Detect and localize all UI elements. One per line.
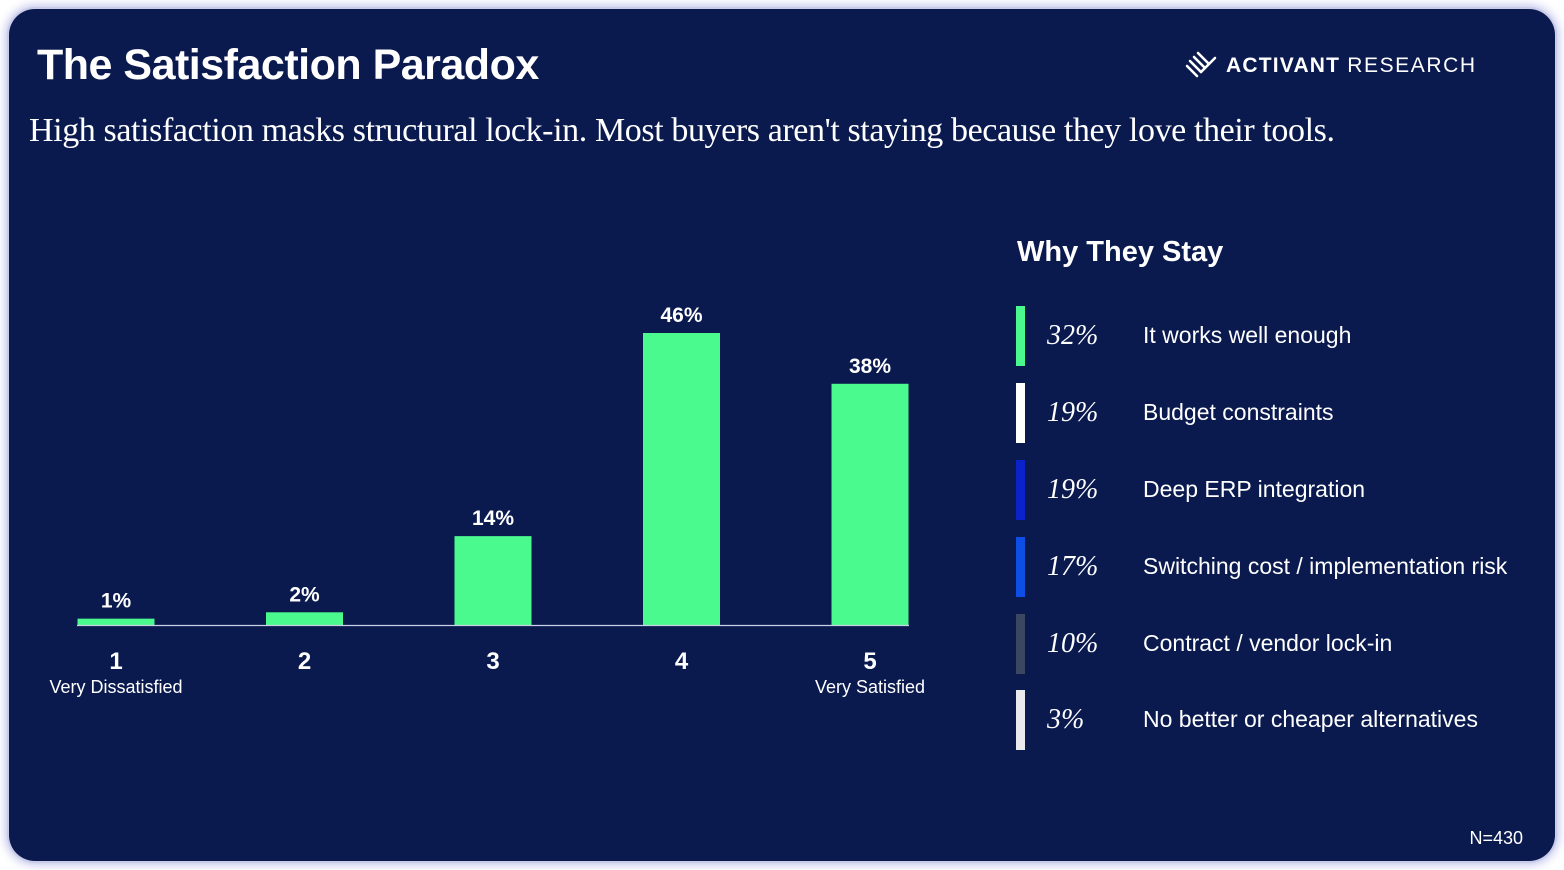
reason-item: 32% It works well enough [1016, 306, 1546, 366]
x-tick-sublabel: Very Dissatisfied [49, 677, 182, 697]
bar-value-label: 38% [849, 355, 891, 378]
bar-value-label: 14% [472, 507, 514, 530]
reason-color-bar [1016, 306, 1025, 366]
x-tick-label: 2 [298, 648, 311, 675]
chart-bar [643, 333, 720, 625]
reason-item: 19% Budget constraints [1016, 383, 1546, 443]
chart-bar [454, 536, 532, 625]
why-they-stay-title: Why They Stay [1017, 236, 1224, 268]
reason-percent: 32% [1047, 320, 1099, 351]
reason-percent: 17% [1047, 551, 1099, 582]
page-subtitle: High satisfaction masks structural lock-… [29, 112, 1335, 149]
reason-label: No better or cheaper alternatives [1143, 706, 1478, 732]
reason-color-bar [1016, 460, 1025, 520]
reason-percent: 3% [1047, 704, 1085, 735]
x-tick-label: 5 [863, 648, 876, 675]
x-tick-label: 4 [675, 648, 689, 675]
reason-label: It works well enough [1143, 322, 1352, 348]
reason-label: Contract / vendor lock-in [1143, 630, 1393, 656]
reason-color-bar [1016, 383, 1025, 443]
reason-item: 10% Contract / vendor lock-in [1016, 614, 1546, 674]
slide-card: The Satisfaction Paradox ACTIVANT RESEAR… [9, 9, 1555, 861]
x-tick-label: 1 [109, 648, 122, 675]
reason-item: 3% No better or cheaper alternatives [1016, 690, 1546, 750]
reason-item: 17% Switching cost / implementation risk [1016, 537, 1546, 597]
reason-color-bar [1016, 690, 1025, 750]
reason-label: Switching cost / implementation risk [1143, 553, 1508, 579]
brand-name: ACTIVANT [1226, 54, 1341, 77]
x-tick-sublabel: Very Satisfied [815, 677, 925, 697]
reason-percent: 19% [1047, 474, 1099, 505]
reason-label: Budget constraints [1143, 399, 1334, 425]
x-tick-label: 3 [486, 648, 499, 675]
chart-bar [266, 612, 343, 625]
reason-percent: 10% [1047, 628, 1099, 659]
bar-value-label: 2% [289, 583, 320, 606]
activant-stripes-logo-icon [1185, 51, 1217, 78]
chart-bar [831, 383, 909, 625]
bar-value-label: 46% [660, 304, 702, 327]
bar-value-label: 1% [101, 590, 132, 613]
brand-suffix: RESEARCH [1347, 54, 1477, 77]
brand-logo: ACTIVANT RESEARCH [1184, 49, 1477, 83]
reason-percent: 19% [1047, 397, 1099, 428]
chart-bar [77, 618, 155, 625]
reason-item: 19% Deep ERP integration [1016, 460, 1546, 520]
reason-color-bar [1016, 614, 1025, 674]
reason-label: Deep ERP integration [1143, 476, 1366, 502]
page-title: The Satisfaction Paradox [37, 41, 539, 89]
sample-size-note: N=430 [1469, 828, 1523, 848]
reason-color-bar [1016, 537, 1025, 597]
